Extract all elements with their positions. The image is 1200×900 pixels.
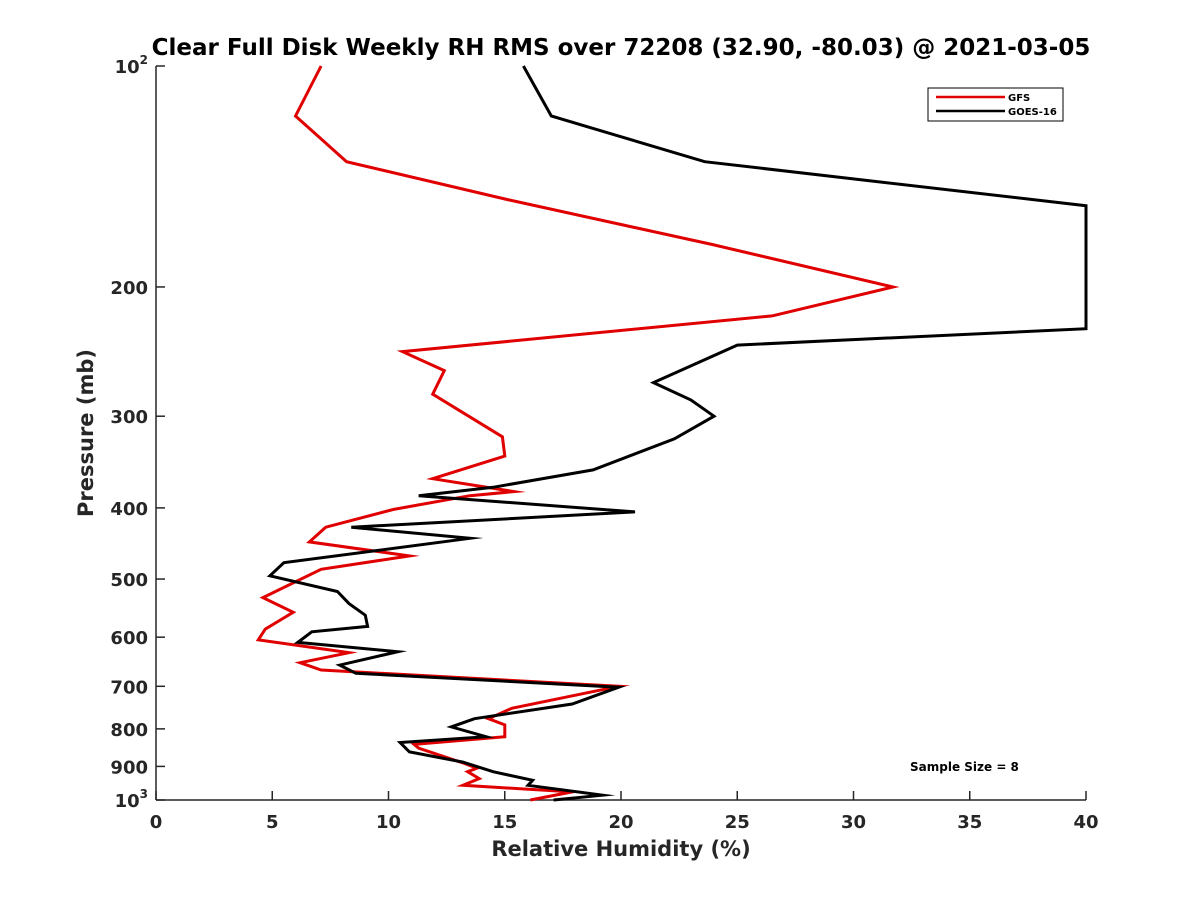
y-axis-label: Pressure (mb) — [74, 349, 98, 517]
y-tick-label: 900 — [110, 757, 148, 778]
legend: GFS GOES-16 — [927, 87, 1064, 122]
y-tick-label: 500 — [110, 570, 148, 591]
x-tick-label: 20 — [608, 812, 633, 833]
y-tick-label: 800 — [110, 720, 148, 741]
x-axis-ticks: 0 5 10 15 20 25 30 35 40 — [150, 791, 1099, 833]
series-lines — [255, 65, 1088, 802]
x-tick-label: 40 — [1073, 812, 1098, 833]
y-tick-label: 400 — [110, 499, 148, 520]
x-axis-label: Relative Humidity (%) — [491, 837, 750, 861]
y-tick-label: 700 — [110, 677, 148, 698]
legend-label-goes16: GOES-16 — [1008, 107, 1057, 118]
series-line-goes-16 — [266, 65, 1088, 802]
sample-size-annotation: Sample Size = 8 — [910, 760, 1019, 774]
plot-area: 0 5 10 15 20 25 30 35 40 10220030040050060070080… — [110, 53, 1098, 833]
x-tick-label: 5 — [266, 812, 279, 833]
x-tick-label: 35 — [957, 812, 982, 833]
chart-title: Clear Full Disk Weekly RH RMS over 72208… — [152, 35, 1091, 61]
legend-label-gfs: GFS — [1008, 93, 1030, 104]
legend-box — [927, 87, 1064, 122]
y-tick-label: 600 — [110, 628, 148, 649]
series-line-gfs — [255, 65, 900, 802]
y-tick-label: 300 — [110, 407, 148, 428]
plot-background — [156, 66, 1086, 800]
x-tick-label: 15 — [492, 812, 517, 833]
y-tick-label: 200 — [110, 278, 148, 299]
x-tick-label: 25 — [725, 812, 750, 833]
x-tick-label: 10 — [376, 812, 401, 833]
x-tick-label: 30 — [841, 812, 866, 833]
x-tick-label: 0 — [150, 812, 163, 833]
